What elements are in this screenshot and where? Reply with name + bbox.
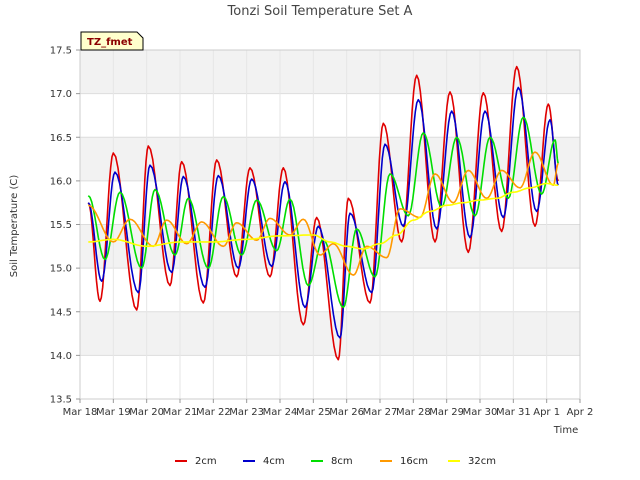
legend: 2cm 4cm 8cm 16cm 32cm — [175, 456, 496, 467]
y-axis-title: Soil Temperature (C) — [9, 175, 20, 278]
legend-label-2cm: 2cm — [195, 456, 217, 467]
x-tick-label: Mar 19 — [96, 407, 131, 418]
x-tick-label: Mar 27 — [363, 407, 398, 418]
chart-title: Tonzi Soil Temperature Set A — [227, 4, 413, 19]
y-tick-label: 15.0 — [50, 264, 72, 275]
series-line-8cm — [87, 116, 560, 309]
y-tick-label: 15.5 — [50, 220, 72, 231]
y-tick-label: 14.5 — [50, 307, 72, 318]
x-tick-label: Mar 21 — [163, 407, 198, 418]
x-tick-label: Mar 30 — [463, 407, 498, 418]
series-line-32cm — [88, 182, 559, 250]
plot-band — [80, 50, 580, 94]
site-tag: TZ_fmet — [80, 31, 144, 51]
x-tick-label: Mar 24 — [263, 407, 298, 418]
legend-label-8cm: 8cm — [331, 456, 353, 467]
x-tick-label: Mar 22 — [196, 407, 231, 418]
y-tick-label: 14.0 — [50, 351, 72, 362]
x-tick-label: Mar 25 — [296, 407, 331, 418]
series-line-16cm — [88, 151, 559, 276]
site-tag-label: TZ_fmet — [87, 37, 133, 48]
x-tick-label: Mar 26 — [329, 407, 364, 418]
y-tick-label: 17.0 — [50, 89, 72, 100]
y-tick-label: 16.5 — [50, 133, 72, 144]
x-tick-label: Mar 18 — [63, 407, 98, 418]
series-lines — [87, 65, 560, 361]
axes: 13.5 14.0 14.5 15.0 15.5 16.0 16.5 17.0 17.5 Mar … — [50, 46, 594, 419]
site-tag-box — [80, 31, 144, 51]
y-tick-label: 16.0 — [50, 176, 72, 187]
series-line-2cm — [87, 65, 560, 361]
x-axis-title: Time — [553, 425, 578, 436]
x-tick-label: Mar 23 — [229, 407, 264, 418]
series-line-4cm — [87, 86, 560, 339]
y-tick-label: 17.5 — [50, 46, 72, 57]
x-tick-label: Mar 31 — [496, 407, 531, 418]
legend-label-4cm: 4cm — [263, 456, 285, 467]
legend-label-16cm: 16cm — [400, 456, 428, 467]
x-tick-label: Apr 1 — [533, 407, 560, 418]
x-tick-label: Mar 20 — [129, 407, 164, 418]
x-tick-label: Apr 2 — [567, 407, 594, 418]
x-tick-label: Mar 28 — [396, 407, 431, 418]
x-tick-label: Mar 29 — [429, 407, 464, 418]
y-tick-label: 13.5 — [50, 395, 72, 406]
legend-label-32cm: 32cm — [468, 456, 496, 467]
